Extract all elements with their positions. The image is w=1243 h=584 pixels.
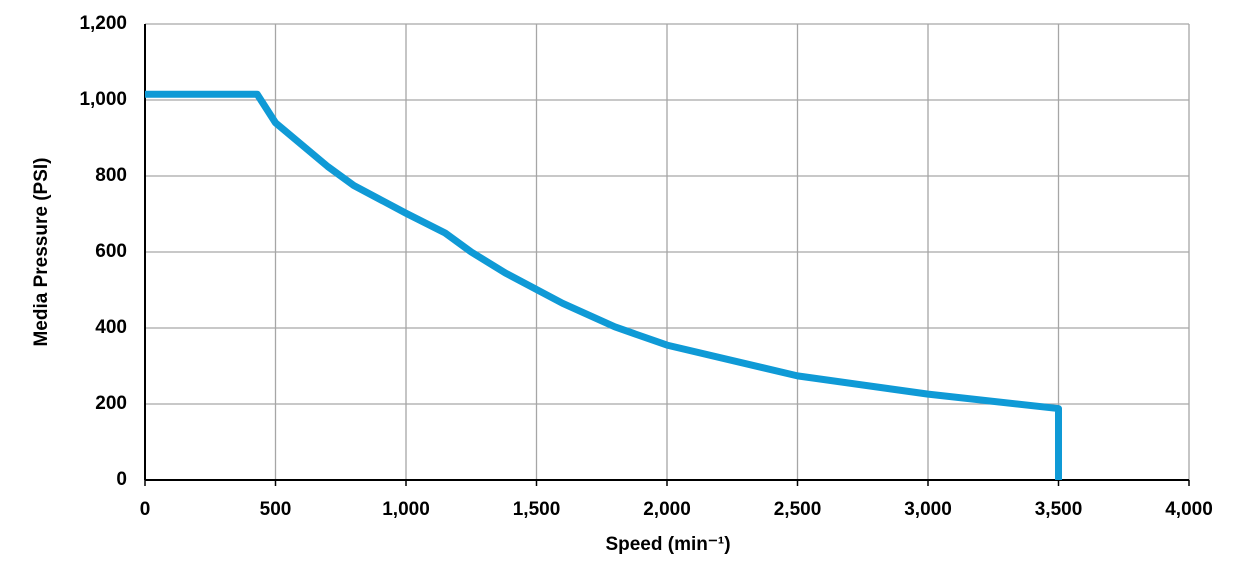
y-tick-label: 400 [95,317,127,338]
x-tick-label: 500 [260,499,292,520]
y-tick-label: 1,200 [79,13,127,34]
x-tick-label: 0 [140,499,151,520]
x-tick-label: 2,000 [643,499,691,520]
y-tick-label: 800 [95,165,127,186]
x-tick-label: 3,000 [904,499,952,520]
y-tick-label: 0 [116,469,127,490]
y-tick-label: 1,000 [79,89,127,110]
y-tick-label: 600 [95,241,127,262]
y-tick-label: 200 [95,393,127,414]
x-axis-label: Speed (min⁻¹) [605,534,730,555]
x-tick-label: 2,500 [774,499,822,520]
x-tick-label: 3,500 [1035,499,1083,520]
x-tick-label: 4,000 [1165,499,1213,520]
data-line [145,90,1062,480]
x-tick-label: 1,000 [382,499,430,520]
y-axis-label: Media Pressure (PSI) [31,157,52,346]
x-tick-label: 1,500 [513,499,561,520]
